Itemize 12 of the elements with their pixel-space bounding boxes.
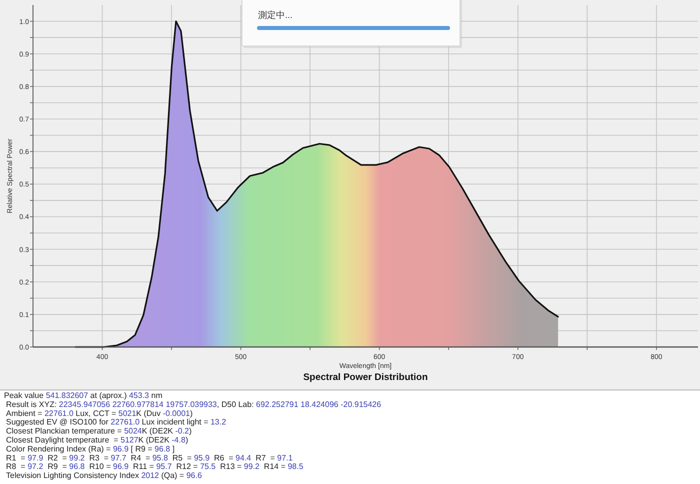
text: Suggested EV @ ISO100 for 22761.0 Lux incident light = 13.2 — [6, 418, 227, 427]
text: Television Lighting Consistency Index 2012 (Qa) = 96.6 — [6, 471, 202, 480]
text: Closest Planckian temperature = 5024K (DE2K -0.2) — [6, 426, 192, 436]
text: R8 = 97.2 R9 = 96.8 R10 = 96.9 R11 = 95.7 R12 = 75.5 R13 = 99.2 R14 = 98.5 — [6, 462, 304, 472]
annotation: 測定中... — [258, 10, 293, 20]
text: Peak value 541.832607 at (aprox.) 453.3 nm — [4, 391, 163, 400]
text: Spectral Power Distribution — [303, 372, 428, 383]
text: Color Rendering Index (Ra) = 96.9 [ R9 = 96.8 ] — [6, 444, 175, 454]
text: Ambient = 22761.0 Lux, CCT = 5021K (Duv -0.0001) — [6, 408, 193, 418]
text: Result is XYZ: 22345.947056 22760.977814 19757.039933, D50 Lab: 692.252791 18.424096 -20.915426 — [6, 400, 382, 409]
text: Closest Daylight temperature = 5127K (DE2K -4.8) — [6, 436, 188, 444]
text: R1 = 97.9 R2 = 99.2 R3 = 97.7 R4 = 95.8 R5 = 95.9 R6 = 94.4 R7 = 97.1 — [6, 453, 293, 462]
